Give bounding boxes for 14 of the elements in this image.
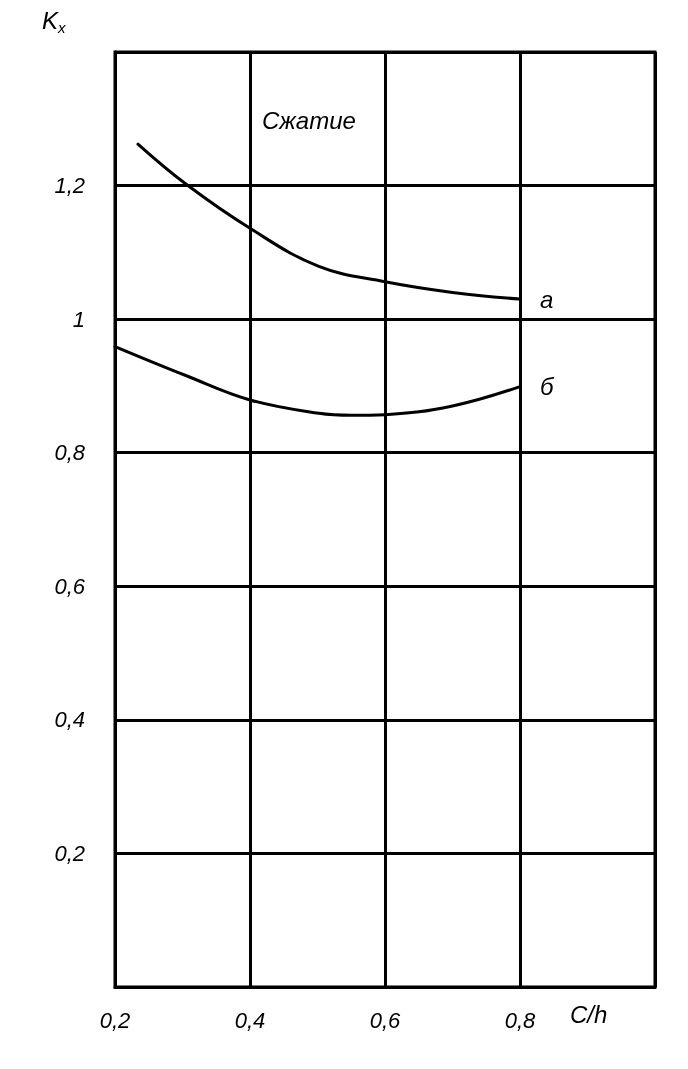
x-tick-label: 0,8 (504, 1007, 537, 1033)
y-tick-label: 0,2 (54, 840, 85, 866)
y-tick-label: 1 (72, 306, 85, 332)
x-tick-label: 0,4 (234, 1007, 266, 1033)
y-tick-label: 0,6 (54, 573, 86, 599)
series-label: б (540, 373, 555, 401)
y-tick-label: 0,8 (54, 440, 86, 466)
annotation: Сжатие (262, 106, 356, 134)
x-tick-label: 0,2 (99, 1007, 131, 1033)
y-tick-label: 0,4 (54, 707, 85, 733)
series-label: a (540, 285, 554, 313)
y-tick-label: 1,2 (54, 173, 85, 199)
x-tick-label: 0,6 (369, 1007, 402, 1033)
x-axis-title: C/h (570, 1000, 608, 1028)
